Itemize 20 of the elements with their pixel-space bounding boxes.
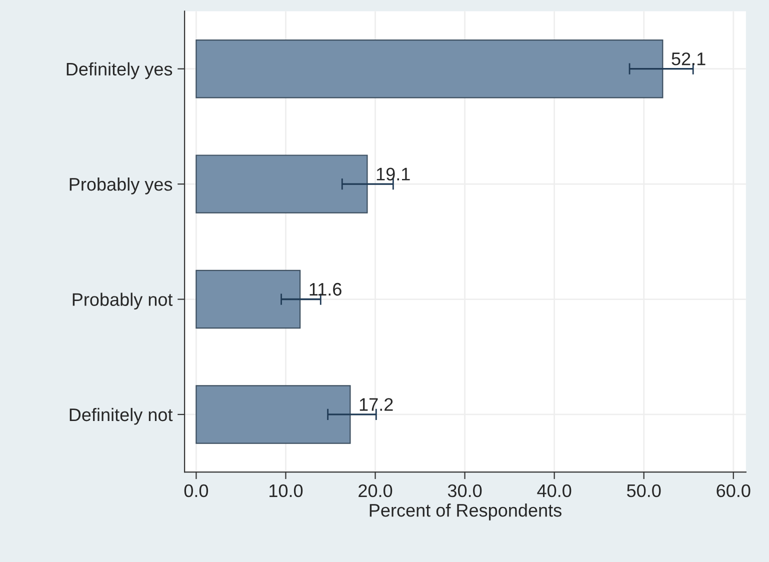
data-label: 17.2 — [360, 398, 393, 411]
data-label: 19.1 — [376, 168, 410, 180]
x-tick-label: 0.0 — [184, 484, 208, 498]
x-tick-label: 20.0 — [358, 484, 392, 498]
x-tick-label: 40.0 — [537, 484, 572, 498]
y-tick-label: Definitely not — [70, 408, 173, 425]
x-tick-label: 60.0 — [716, 484, 750, 498]
y-tick-label: Probably yes — [70, 178, 172, 194]
data-label: 11.6 — [310, 282, 342, 296]
bar — [196, 270, 301, 329]
x-tick-label: 30.0 — [448, 484, 482, 498]
y-tick-label: Probably not — [72, 292, 173, 310]
bar — [196, 385, 351, 444]
x-tick-label: 50.0 — [627, 484, 661, 498]
x-axis-title: Percent of Respondents — [370, 503, 562, 520]
y-tick-label: Definitely yes — [66, 62, 172, 80]
x-tick-label: 10.0 — [270, 484, 303, 498]
bar — [196, 154, 368, 214]
data-label: 52.1 — [672, 52, 706, 66]
bar — [196, 39, 664, 98]
